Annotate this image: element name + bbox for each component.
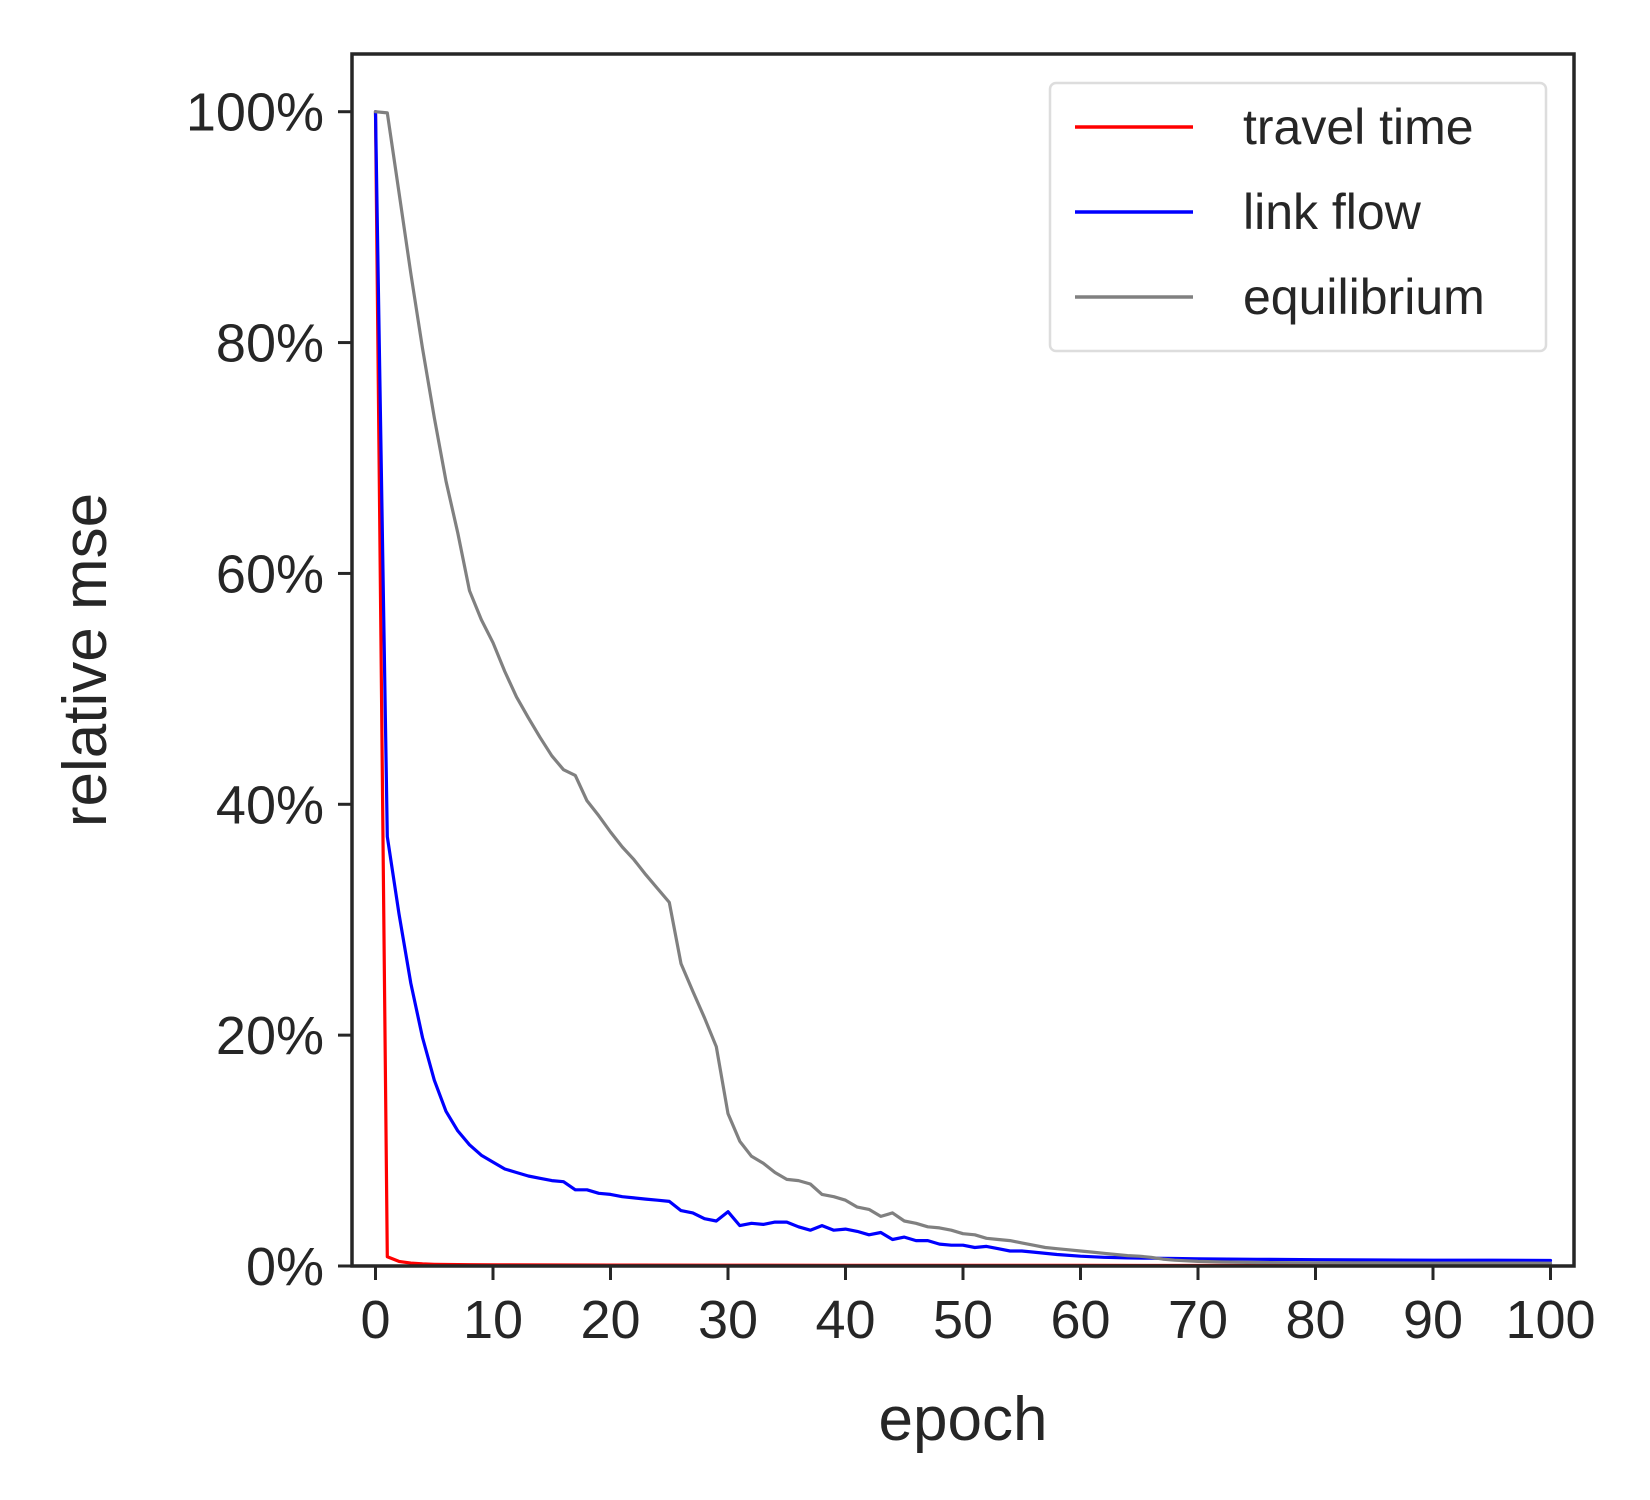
y-tick-label: 20% xyxy=(216,1006,324,1066)
legend-label: equilibrium xyxy=(1243,269,1485,325)
x-tick-label: 90 xyxy=(1403,1290,1463,1350)
legend-box xyxy=(1048,81,1548,353)
x-tick-label: 70 xyxy=(1168,1290,1228,1350)
x-tick-label: 50 xyxy=(933,1290,993,1350)
x-tick-label: 40 xyxy=(815,1290,875,1350)
series-line-link-flow xyxy=(373,110,1553,1263)
x-tick-label: 80 xyxy=(1285,1290,1345,1350)
x-tick-label: 30 xyxy=(698,1290,758,1350)
x-axis-label: epoch xyxy=(879,1385,1048,1454)
x-tick-label: 20 xyxy=(580,1290,640,1350)
x-tick-label: 100 xyxy=(1505,1290,1595,1350)
y-tick-label: 60% xyxy=(216,544,324,604)
y-tick-label: 40% xyxy=(216,775,324,835)
legend: travel time link flow equilibrium xyxy=(1048,81,1548,353)
y-tick-label: 0% xyxy=(246,1237,324,1297)
y-axis: 0% 20% 40% 60% 80% 100% xyxy=(186,83,352,1297)
series-line-equilibrium xyxy=(373,110,1553,1265)
x-axis: 0 10 20 30 40 50 60 70 80 90 100 xyxy=(360,1266,1596,1350)
legend-label: link flow xyxy=(1243,184,1422,240)
legend-label: travel time xyxy=(1243,99,1474,155)
y-tick-label: 100% xyxy=(186,83,324,143)
x-tick-label: 0 xyxy=(360,1290,390,1350)
x-tick-label: 10 xyxy=(463,1290,523,1350)
y-tick-label: 80% xyxy=(216,314,324,374)
y-axis-label: relative mse xyxy=(51,493,120,827)
x-tick-label: 60 xyxy=(1050,1290,1110,1350)
